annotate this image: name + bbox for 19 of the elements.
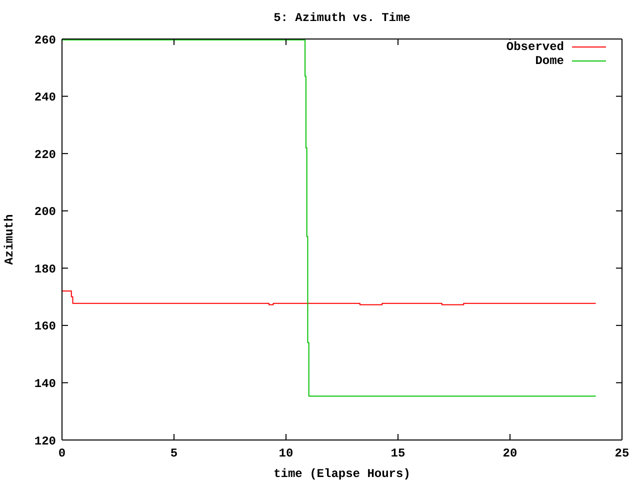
y-tick-label: 120 — [34, 434, 56, 448]
legend-label: Observed — [506, 40, 564, 54]
x-tick-label: 5 — [170, 446, 178, 461]
y-tick-label: 140 — [34, 376, 56, 391]
x-axis-title: time (Elapse Hours) — [274, 467, 410, 480]
x-tick-label: 25 — [614, 446, 630, 461]
legend-label: Dome — [535, 54, 564, 68]
y-tick-label: 160 — [34, 320, 56, 334]
y-tick-label: 180 — [34, 262, 56, 276]
x-tick-label: 10 — [278, 446, 294, 461]
y-tick-label: 220 — [34, 148, 56, 162]
x-tick-label: 0 — [58, 446, 66, 461]
y-tick-label: 240 — [34, 90, 56, 105]
y-tick-label: 200 — [34, 205, 56, 220]
x-tick-label: 20 — [502, 446, 518, 461]
chart-title: 5: Azimuth vs. Time — [272, 11, 412, 25]
y-axis-title: Azimuth — [2, 214, 16, 265]
y-tick-label: 260 — [34, 33, 56, 48]
x-tick-label: 15 — [390, 446, 406, 461]
